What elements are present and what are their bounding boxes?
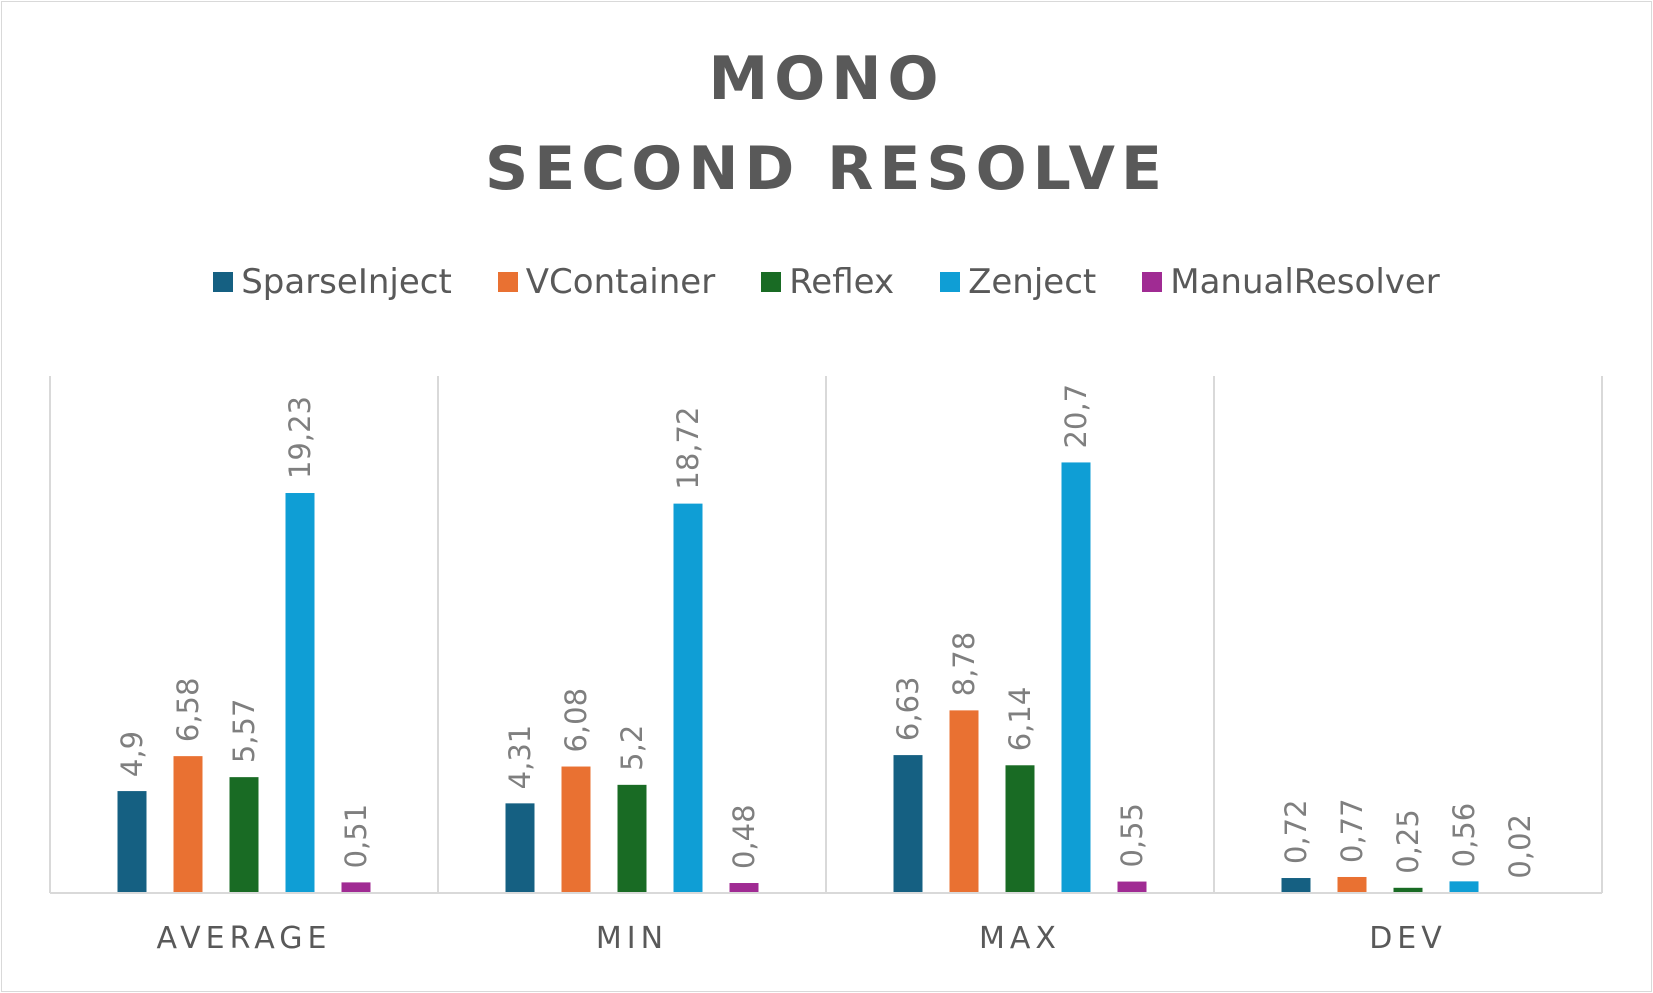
- bar-reflex-max: [1005, 765, 1035, 893]
- legend-item-manualresolver: ManualResolver: [1142, 262, 1440, 302]
- bar-sparseinject-max: [893, 755, 923, 893]
- chart-title-line-2: SECOND RESOLVE: [485, 134, 1168, 204]
- data-label: 5,2: [615, 725, 649, 771]
- data-label: 6,14: [1003, 687, 1037, 752]
- legend-swatch: [497, 272, 518, 292]
- legend-label: SparseInject: [241, 262, 452, 302]
- data-label: 4,9: [115, 731, 149, 777]
- data-label: 8,78: [947, 632, 981, 697]
- bar-vcontainer-average: [173, 756, 203, 893]
- data-label: 6,63: [891, 677, 925, 742]
- legend-swatch: [761, 272, 782, 292]
- bar-vcontainer-max: [949, 710, 979, 893]
- data-label: 0,51: [339, 804, 373, 869]
- data-label: 0,72: [1279, 799, 1313, 864]
- data-label: 0,56: [1447, 803, 1481, 868]
- data-label: 0,77: [1335, 798, 1369, 863]
- category-label-dev: DEV: [1369, 921, 1447, 956]
- bar-vcontainer-min: [561, 766, 591, 893]
- chart-legend: SparseInject VContainer Reflex Zenject Manua…: [0, 262, 1653, 302]
- legend-swatch: [1142, 272, 1163, 292]
- bar-vcontainer-dev: [1337, 876, 1367, 893]
- category-label-min: MIN: [596, 921, 668, 956]
- legend-label: ManualResolver: [1170, 262, 1440, 302]
- bar-reflex-min: [617, 784, 647, 893]
- data-label: 0,48: [727, 804, 761, 869]
- legend-label: VContainer: [525, 262, 716, 302]
- bar-manualresolver-average: [341, 882, 371, 893]
- data-label: 0,55: [1115, 803, 1149, 868]
- data-label: 20,7: [1059, 384, 1093, 449]
- legend-swatch: [213, 272, 234, 292]
- bar-sparseinject-min: [505, 803, 535, 893]
- data-label: 5,57: [227, 699, 261, 764]
- legend-item-zenject: Zenject: [940, 262, 1096, 302]
- data-label: 19,23: [283, 396, 317, 479]
- legend-item-reflex: Reflex: [761, 262, 894, 302]
- category-label-max: MAX: [979, 921, 1061, 956]
- bar-zenject-dev: [1449, 881, 1479, 893]
- bar-sparseinject-dev: [1281, 878, 1311, 893]
- legend-swatch: [940, 272, 961, 292]
- chart-title-line-1: MONO: [708, 44, 945, 114]
- data-label: 4,31: [503, 725, 537, 790]
- bar-zenject-average: [285, 493, 315, 893]
- bar-manualresolver-max: [1117, 881, 1147, 893]
- data-label: 6,58: [171, 678, 205, 743]
- data-label: 6,08: [559, 688, 593, 753]
- legend-item-sparseinject: SparseInject: [213, 262, 452, 302]
- bar-sparseinject-average: [117, 791, 147, 893]
- category-label-average: AVERAGE: [157, 921, 332, 956]
- legend-label: Zenject: [968, 262, 1097, 302]
- legend-label: Reflex: [789, 262, 895, 302]
- data-label: 18,72: [671, 407, 705, 490]
- bar-zenject-min: [673, 503, 703, 893]
- legend-item-vcontainer: VContainer: [497, 262, 716, 302]
- bar-reflex-average: [229, 777, 259, 893]
- bar-reflex-dev: [1393, 887, 1423, 893]
- bar-manualresolver-min: [729, 883, 759, 893]
- data-label: 0,02: [1503, 814, 1537, 879]
- data-label: 0,25: [1391, 809, 1425, 874]
- bar-zenject-max: [1061, 462, 1091, 893]
